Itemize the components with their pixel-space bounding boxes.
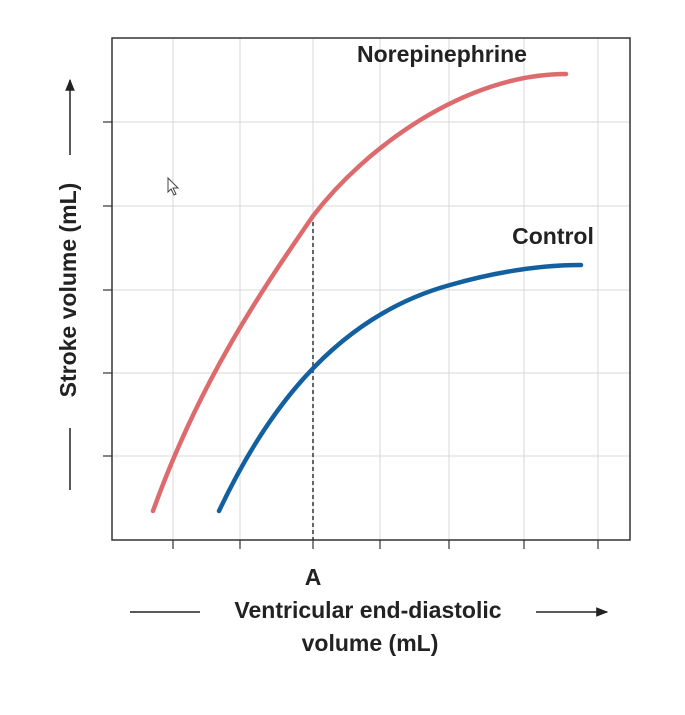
cursor-icon [167,176,180,196]
plot-frame [111,37,631,541]
x-axis-label: volume (mL) [302,630,439,656]
control-curve [216,262,584,514]
x-axis-label: Ventricular end-diastolic [234,597,501,623]
norepinephrine-curve [150,71,569,514]
x-axis-label-group: Ventricular end-diastolic volume (mL) [130,597,609,656]
y-axis-label-group: Stroke volume (mL) [55,78,81,490]
curve-label: Norepinephrine [357,41,527,67]
ticks [103,121,599,549]
grid [112,38,630,540]
marker-label: A [305,564,322,590]
curve-label: Control [512,223,594,249]
y-axis-label: Stroke volume (mL) [55,183,81,398]
